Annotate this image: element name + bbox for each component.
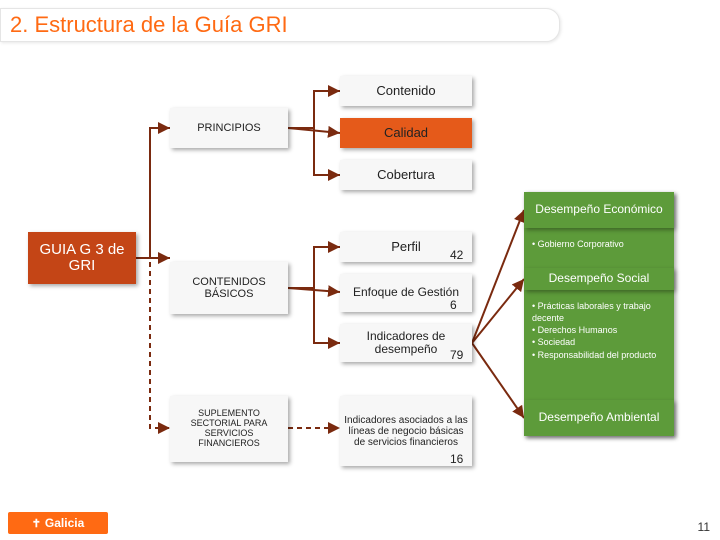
box-guia_sub-label: 143 Indicadores relevados xyxy=(32,305,132,327)
box-contenidos: CONTENIDOS BÁSICOS xyxy=(170,262,288,314)
box-guia: GUIA G 3 de GRI xyxy=(28,232,136,284)
box-de_soc: Desempeño Social xyxy=(524,268,674,290)
count-sup_ind: 16 xyxy=(450,452,463,466)
box-cobertura: Cobertura xyxy=(340,160,472,190)
box-de_econ: Desempeño Económico xyxy=(524,192,674,228)
brand-label: Galicia xyxy=(45,516,84,530)
box-contenido: Contenido xyxy=(340,76,472,106)
box-de_amb: Desempeño Ambiental xyxy=(524,400,674,436)
box-de_econ_b-list: Gobierno Corporativo xyxy=(528,236,628,252)
box-cobertura-label: Cobertura xyxy=(377,168,435,182)
brand-icon: ✝ xyxy=(32,517,41,530)
box-calidad: Calidad xyxy=(340,118,472,148)
title-bar: 2. Estructura de la Guía GRI xyxy=(0,8,560,42)
box-principios-label: PRINCIPIOS xyxy=(197,122,261,134)
box-perfil-label: Perfil xyxy=(391,240,421,254)
box-sup_ind-label: Indicadores asociados a las líneas de ne… xyxy=(344,415,468,448)
box-contenidos-label: CONTENIDOS BÁSICOS xyxy=(174,276,284,300)
box-de_econ_b: Gobierno Corporativo xyxy=(524,232,674,254)
box-contenido-label: Contenido xyxy=(376,84,435,98)
box-de_soc-label: Desempeño Social xyxy=(549,272,650,285)
box-enfoque-label: Enfoque de Gestión xyxy=(353,286,459,299)
box-guia-label: GUIA G 3 de GRI xyxy=(32,242,132,275)
box-calidad-label: Calidad xyxy=(384,126,428,140)
box-de_soc_b-list: Prácticas laborales y trabajo decenteDer… xyxy=(528,298,670,363)
count-perfil: 42 xyxy=(450,248,463,262)
box-de_soc_b: Prácticas laborales y trabajo decenteDer… xyxy=(524,294,674,370)
count-enfoque: 6 xyxy=(450,298,457,312)
box-de_amb-label: Desempeño Ambiental xyxy=(539,411,660,424)
count-indic: 79 xyxy=(450,348,463,362)
page-title: 2. Estructura de la Guía GRI xyxy=(10,12,288,38)
box-guia_sub: 143 Indicadores relevados xyxy=(28,300,136,332)
box-suplemento: SUPLEMENTO SECTORIAL PARA SERVICIOS FINA… xyxy=(170,396,288,462)
box-principios: PRINCIPIOS xyxy=(170,108,288,148)
brand-badge: ✝ Galicia xyxy=(8,512,108,534)
box-de_econ-label: Desempeño Económico xyxy=(535,203,662,216)
page-number: 11 xyxy=(698,520,710,534)
box-suplemento-label: SUPLEMENTO SECTORIAL PARA SERVICIOS FINA… xyxy=(174,409,284,449)
